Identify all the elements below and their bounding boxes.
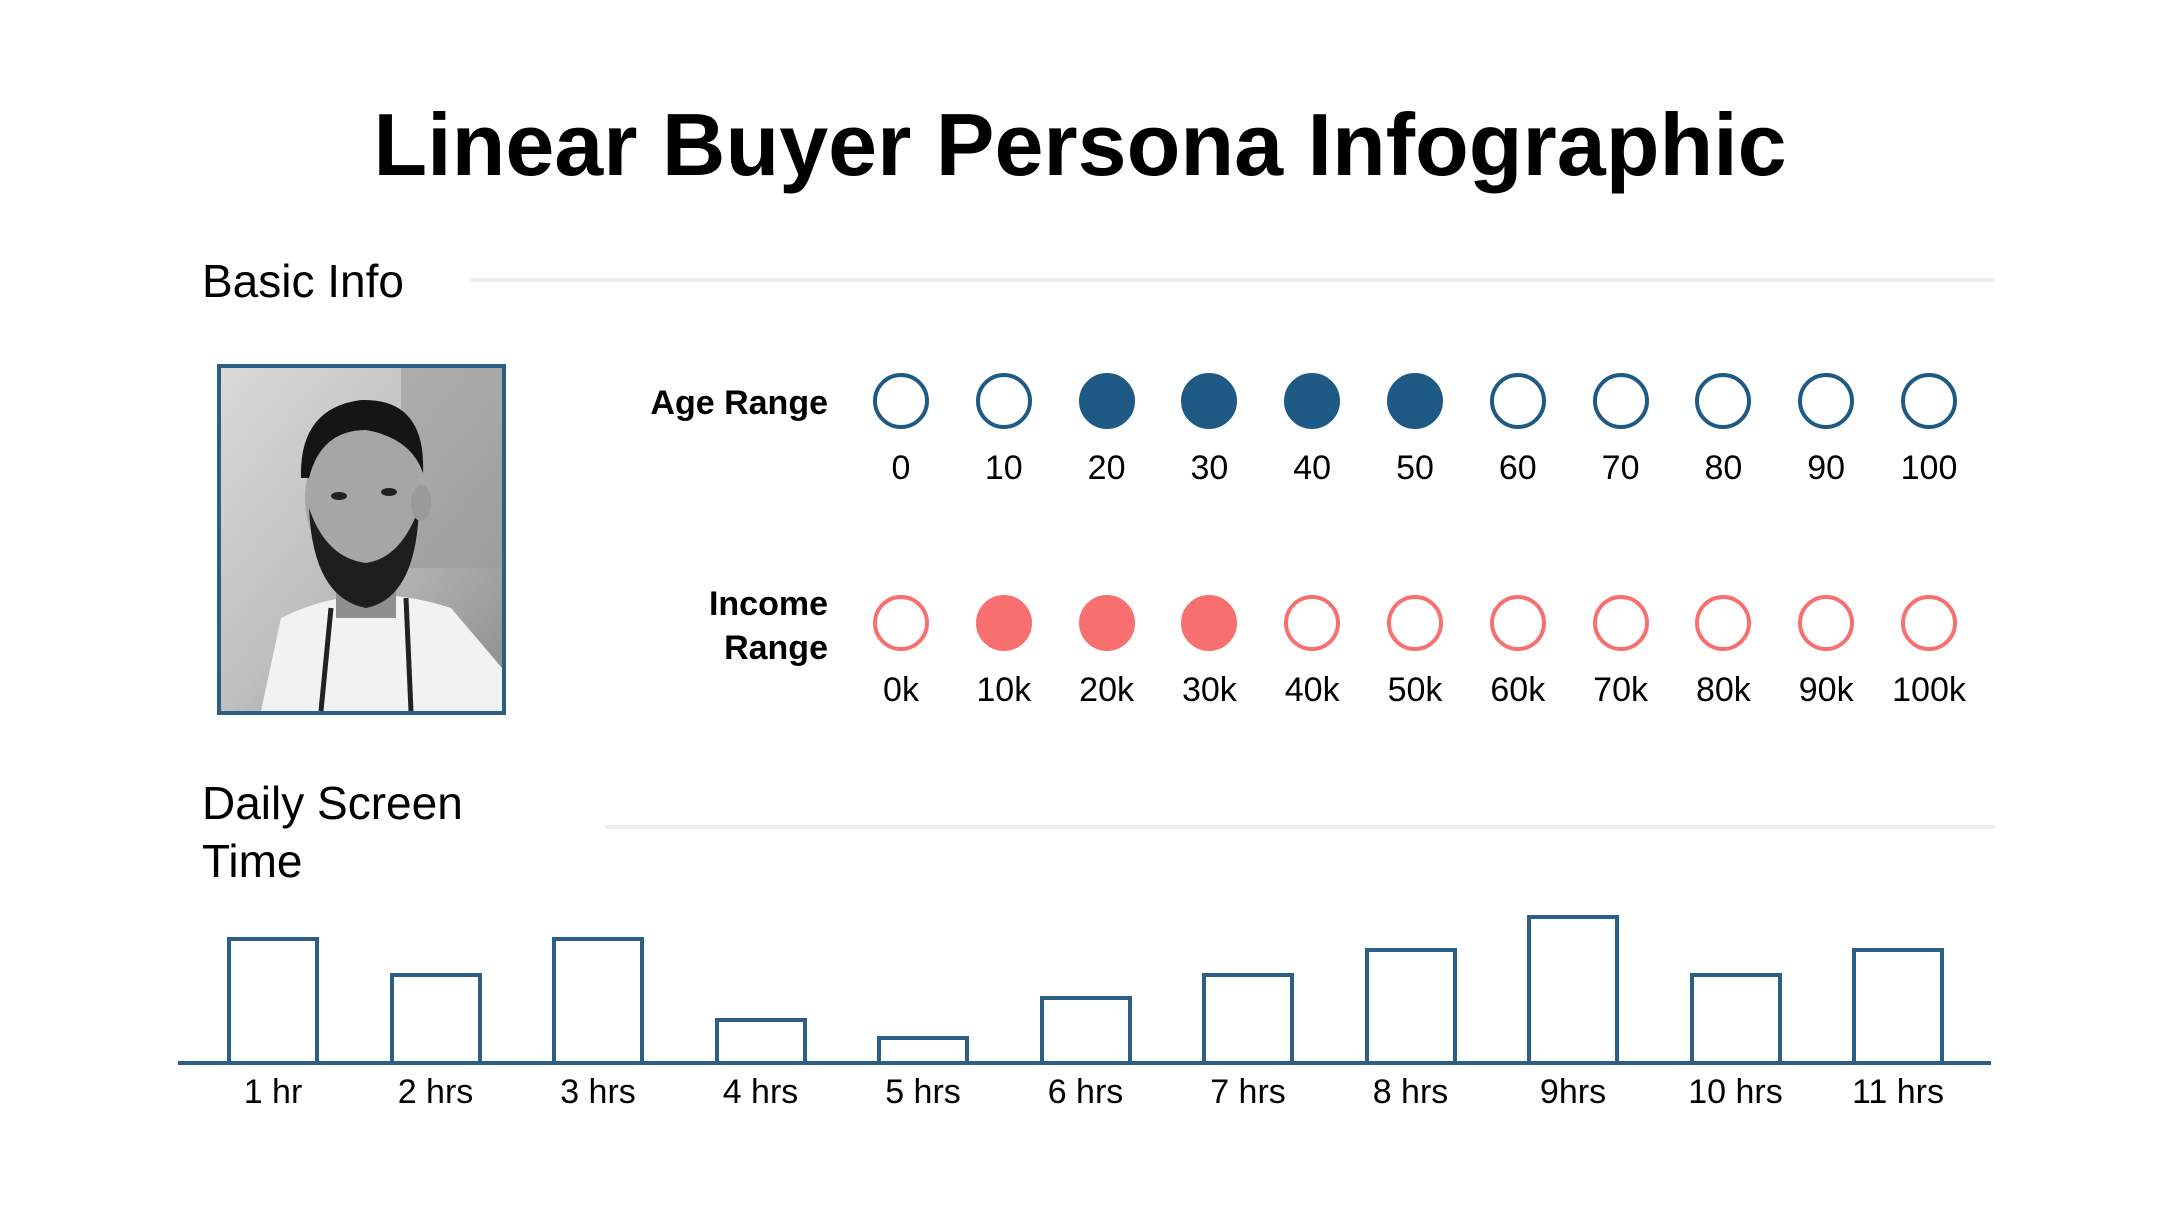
age-dot (1387, 373, 1443, 429)
income-dot (1592, 595, 1649, 651)
bar-category-label: 6 hrs (1047, 1073, 1124, 1111)
age-dot (1284, 373, 1341, 429)
income-range-label-line1: Income (708, 585, 828, 623)
income-dot (1387, 595, 1443, 651)
age-dot (1798, 373, 1855, 429)
bar-category-label: 3 hrs (560, 1073, 636, 1111)
bar (1202, 973, 1294, 1063)
bar-category-label: 9hrs (1539, 1073, 1607, 1111)
income-dot (1695, 595, 1752, 651)
age-tick-label: 50 (1396, 449, 1434, 487)
basic-info-heading: Basic Info (202, 255, 404, 307)
income-tick-label: 10k (976, 671, 1032, 709)
bar-category-label: 2 hrs (397, 1073, 474, 1111)
age-dot (1078, 373, 1135, 429)
income-dot (1078, 595, 1135, 651)
age-dot (873, 373, 929, 429)
bar (1689, 973, 1782, 1063)
age-tick-label: 20 (1087, 449, 1126, 487)
bar (1527, 915, 1619, 1063)
income-range-label-line2: Range (724, 629, 828, 667)
income-dot (1489, 595, 1546, 651)
age-tick-label: 30 (1190, 449, 1229, 487)
age-dot (975, 373, 1032, 429)
age-range-label: Age Range (650, 384, 828, 422)
persona-photo (217, 364, 506, 715)
income-dot (1284, 595, 1341, 651)
age-tick-label: 60 (1498, 449, 1537, 487)
bar (1039, 996, 1132, 1063)
bar-category-label: 4 hrs (722, 1073, 799, 1111)
bar (1364, 947, 1457, 1063)
bar (1852, 947, 1944, 1063)
income-range-label: Income Range (528, 582, 828, 670)
age-tick-label: 100 (1900, 449, 1958, 487)
bar (714, 1018, 807, 1063)
person-portrait-icon (221, 368, 502, 711)
income-dot (1901, 595, 1957, 651)
income-tick-label: 20k (1079, 671, 1134, 709)
bar-category-label: 1 hr (243, 1073, 303, 1111)
age-dot (1901, 373, 1957, 429)
bar-category-label: 5 hrs (885, 1073, 961, 1111)
income-tick-label: 70k (1593, 671, 1648, 709)
bar (552, 937, 644, 1063)
bar-category-label: 8 hrs (1372, 1073, 1449, 1111)
page-title: Linear Buyer Persona Infographic (373, 95, 1787, 194)
age-dot (1181, 373, 1238, 429)
age-tick-label: 10 (984, 449, 1023, 487)
income-dot (1798, 595, 1855, 651)
age-tick-label: 40 (1293, 449, 1332, 487)
age-tick-label: 70 (1601, 449, 1640, 487)
income-tick-label: 0k (883, 671, 919, 709)
bar (389, 973, 482, 1063)
income-tick-label: 50k (1387, 671, 1443, 709)
income-dot (1181, 595, 1238, 651)
income-dot (975, 595, 1032, 651)
screen-time-heading-line1: Daily Screen (202, 777, 463, 829)
income-tick-label: 90k (1798, 671, 1854, 709)
income-tick-label: 30k (1181, 671, 1237, 709)
screen-time-heading-line2: Time (202, 835, 303, 887)
screen-time-heading: Daily Screen Time (202, 774, 463, 890)
bar-category-label: 11 hrs (1852, 1073, 1944, 1111)
age-dot (1592, 373, 1649, 429)
bar-category-label: 7 hrs (1210, 1073, 1286, 1111)
basic-info-divider (470, 278, 1995, 282)
bar (227, 937, 319, 1063)
age-tick-label: 0 (891, 449, 911, 487)
age-tick-label: 90 (1807, 449, 1846, 487)
income-tick-label: 80k (1695, 671, 1751, 709)
bar-category-label: 10 hrs (1688, 1073, 1783, 1111)
age-tick-label: 80 (1704, 449, 1743, 487)
income-tick-label: 60k (1490, 671, 1546, 709)
income-tick-label: 40k (1284, 671, 1340, 709)
age-dot (1695, 373, 1752, 429)
chart-baseline (178, 1061, 1991, 1065)
bar (877, 1036, 969, 1063)
age-dot (1489, 373, 1546, 429)
income-dot (873, 595, 929, 651)
income-tick-label: 100k (1892, 671, 1966, 709)
screen-time-divider (606, 825, 1995, 829)
